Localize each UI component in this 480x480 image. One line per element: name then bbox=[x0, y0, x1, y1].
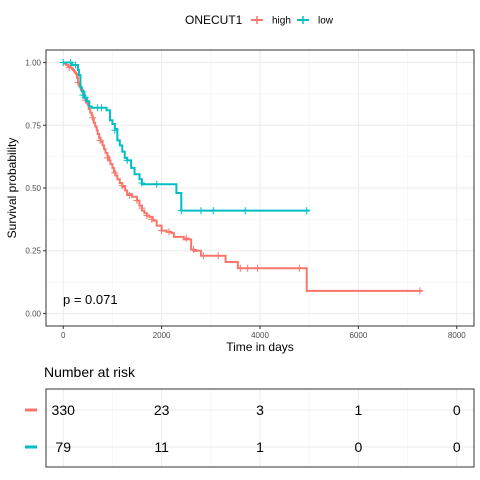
legend: ONECUT1 high low bbox=[185, 13, 334, 27]
x-tick-label: 6000 bbox=[349, 331, 367, 340]
censor-mark-high bbox=[118, 181, 126, 189]
censor-mark-low bbox=[81, 94, 89, 102]
y-tick-label: 1.00 bbox=[25, 59, 41, 68]
censor-mark-high bbox=[190, 245, 198, 253]
risk-table-rows: 330 23 3 1 079 11 1 0 0 bbox=[25, 402, 461, 455]
censor-mark-high bbox=[138, 204, 146, 212]
censor-mark-high bbox=[103, 154, 111, 162]
risk-cell-low: 1 bbox=[256, 439, 264, 455]
censor-mark-low bbox=[59, 59, 67, 67]
censor-mark-low bbox=[153, 180, 161, 188]
risk-cell-high: 0 bbox=[453, 402, 461, 418]
survival-curve-low bbox=[63, 61, 310, 212]
y-axis-ticks: 0.00 0.25 0.50 0.75 1.00 bbox=[25, 59, 46, 318]
legend-label-low: low bbox=[318, 16, 334, 27]
legend-item-low: low bbox=[297, 16, 334, 27]
grid bbox=[46, 50, 474, 326]
censor-mark-low bbox=[209, 207, 217, 215]
censor-mark-low bbox=[111, 126, 119, 134]
censor-mark-high bbox=[165, 228, 173, 236]
risk-cell-low: 0 bbox=[354, 439, 362, 455]
survival-curves bbox=[59, 59, 424, 295]
risk-cell-high: 1 bbox=[354, 402, 362, 418]
risk-cell-low: 11 bbox=[154, 439, 169, 455]
risk-table: Number at risk 330 23 3 1 079 11 1 0 0 bbox=[25, 364, 475, 468]
x-axis-title: Time in days bbox=[226, 340, 294, 354]
censor-mark-high bbox=[416, 287, 424, 295]
risk-cell-high: 23 bbox=[154, 402, 170, 418]
risk-cell-high: 330 bbox=[52, 402, 76, 418]
censor-mark-low bbox=[72, 61, 80, 69]
censor-mark-high bbox=[143, 212, 151, 220]
censor-mark-low bbox=[303, 207, 311, 215]
censor-mark-high bbox=[254, 264, 262, 272]
legend-label-high: high bbox=[272, 16, 291, 27]
censor-mark-low bbox=[123, 156, 131, 164]
censor-mark-high bbox=[182, 234, 190, 242]
risk-cell-low: 79 bbox=[55, 439, 71, 455]
censor-mark-low bbox=[98, 104, 106, 112]
censor-mark-high bbox=[236, 264, 244, 272]
censor-mark-high bbox=[199, 252, 207, 260]
y-tick-label: 0.25 bbox=[25, 247, 41, 256]
x-tick-label: 4000 bbox=[251, 331, 269, 340]
y-tick-label: 0.75 bbox=[25, 121, 41, 130]
p-value-annotation: p = 0.071 bbox=[63, 292, 118, 307]
censor-mark-low bbox=[177, 207, 185, 215]
x-tick-label: 8000 bbox=[448, 331, 466, 340]
legend-title: ONECUT1 bbox=[185, 13, 243, 27]
censor-mark-high bbox=[96, 136, 104, 144]
plot-panel: 0 2000 4000 6000 8000 0.00 0.25 0.50 0.75 1.00 p… bbox=[25, 49, 475, 340]
y-axis-title: Survival probability bbox=[5, 138, 19, 239]
y-tick-label: 0.00 bbox=[25, 309, 41, 318]
censor-mark-high bbox=[295, 264, 303, 272]
censor-mark-low bbox=[197, 207, 205, 215]
risk-cell-high: 3 bbox=[256, 402, 264, 418]
x-tick-label: 0 bbox=[61, 331, 66, 340]
censor-mark-high bbox=[111, 169, 119, 177]
censor-mark-high bbox=[244, 264, 252, 272]
censor-mark-high bbox=[158, 227, 166, 235]
risk-table-title: Number at risk bbox=[44, 364, 136, 380]
x-tick-label: 2000 bbox=[153, 331, 171, 340]
survival-curve-high bbox=[63, 61, 423, 292]
y-tick-label: 0.50 bbox=[25, 184, 41, 193]
x-axis-ticks: 0 2000 4000 6000 8000 bbox=[61, 326, 466, 340]
censor-mark-low bbox=[241, 207, 249, 215]
legend-item-high: high bbox=[251, 16, 291, 27]
censor-mark-high bbox=[148, 215, 156, 223]
censor-mark-high bbox=[126, 192, 134, 200]
censor-mark-high bbox=[214, 252, 222, 260]
censor-mark-low bbox=[67, 59, 75, 67]
censor-mark-high bbox=[89, 114, 97, 122]
censor-mark-high bbox=[133, 197, 141, 205]
risk-table-border bbox=[45, 388, 475, 468]
censor-mark-low bbox=[138, 179, 146, 187]
risk-table-grid bbox=[46, 389, 474, 467]
risk-cell-low: 0 bbox=[453, 439, 461, 455]
censor-mark-high bbox=[65, 64, 73, 72]
